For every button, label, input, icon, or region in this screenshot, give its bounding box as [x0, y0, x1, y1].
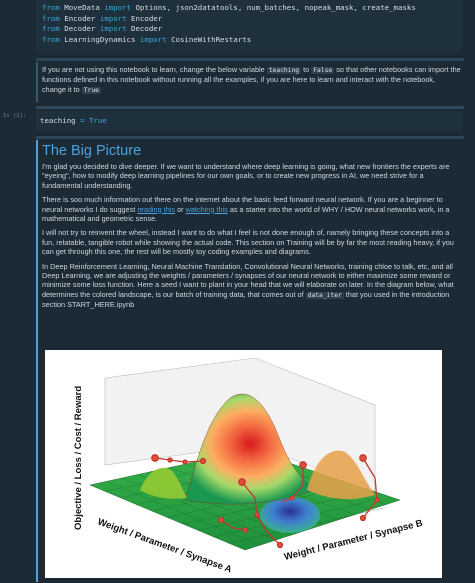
import-kw2: import	[99, 24, 127, 34]
import-names: Encoder	[131, 13, 163, 23]
section-title: The Big Picture	[42, 143, 142, 159]
note-text: If you are not using this notebook to le…	[42, 65, 267, 74]
paragraph-text: In Deep Reinforcement Learning, Neural M…	[42, 261, 454, 299]
import-line: from Encoder import Encoder	[42, 14, 462, 25]
z-axis-label: Objective / Loss / Cost / Reward	[73, 386, 84, 530]
reading-link[interactable]: reading this	[137, 204, 176, 214]
import-module: Encoder	[64, 13, 96, 23]
paragraph-text: as a starter into the world of WHY / HOW…	[42, 204, 450, 224]
import-module: MoveData	[64, 3, 100, 12]
paragraph-text: or	[175, 204, 186, 214]
paragraph-4: In Deep Reinforcement Learning, Neural M…	[42, 262, 461, 310]
import-kw1: from	[42, 34, 60, 44]
note-text: so that other notebooks can import the f…	[42, 65, 461, 94]
value-true: True	[88, 116, 107, 125]
cell-focus-bar	[36, 62, 38, 102]
cell-focus-bar	[36, 140, 38, 582]
cell-separator	[36, 136, 464, 139]
paragraph-3: I will not try to reinvent the wheel, in…	[42, 228, 454, 257]
paragraph-2: There is soo much information out there …	[42, 195, 461, 223]
paragraph-1: I'm glad you decided to dive deeper. If …	[42, 162, 450, 190]
surface-peak	[184, 393, 316, 505]
inline-code-data-iter: data_iter	[305, 291, 344, 299]
import-line: from Decoder import Decoder	[42, 24, 462, 35]
paragraph-text: There is soo much information out there …	[42, 195, 443, 214]
watching-link[interactable]: watching this	[185, 204, 228, 214]
import-line: from LearningDynamics import CosineWithR…	[42, 35, 462, 46]
paragraph-text: that you used in the introduction sectio…	[42, 289, 450, 310]
surface-ridge	[307, 450, 375, 500]
import-kw1: from	[42, 24, 60, 34]
variable-name: teaching	[40, 116, 76, 125]
surface-well	[260, 497, 320, 533]
import-lines: from MoveData import Options, json2datat…	[42, 3, 462, 45]
import-line: from MoveData import Options, json2datat…	[42, 3, 462, 14]
import-module: LearningDynamics	[64, 34, 136, 44]
import-kw2: import	[104, 3, 132, 12]
cell-separator	[36, 58, 464, 61]
cell-prompt: In [2]:	[3, 113, 27, 119]
import-names: Options, json2datatools, num_batches, no…	[135, 3, 416, 12]
cell-separator	[36, 106, 464, 109]
import-kw1: from	[42, 13, 60, 23]
teaching-note: If you are not using this notebook to le…	[42, 65, 461, 95]
imports-code-cell[interactable]: from MoveData import Options, json2datat…	[36, 0, 462, 52]
inline-code-true: True	[81, 86, 101, 94]
import-kw2: import	[99, 13, 127, 23]
import-module: Decoder	[64, 24, 96, 34]
teaching-code-cell[interactable]: teaching = True	[36, 111, 462, 131]
import-kw2: import	[139, 34, 167, 44]
big-picture-section: The Big Picture I'm glad you decided to …	[42, 143, 461, 310]
operator: =	[80, 116, 85, 125]
note-text: to	[301, 65, 312, 74]
loss-landscape-figure: Objective / Loss / Cost / Reward Weight …	[45, 350, 442, 578]
inline-code-false: False	[311, 67, 335, 74]
surface-bump	[140, 467, 187, 499]
loss-landscape-svg: Objective / Loss / Cost / Reward Weight …	[73, 357, 424, 575]
import-names: CosineWithRestarts	[171, 34, 252, 44]
import-kw1: from	[42, 3, 60, 12]
inline-code-teaching: teaching	[266, 67, 302, 74]
import-names: Decoder	[131, 24, 163, 34]
optimizer-paths	[151, 454, 380, 549]
